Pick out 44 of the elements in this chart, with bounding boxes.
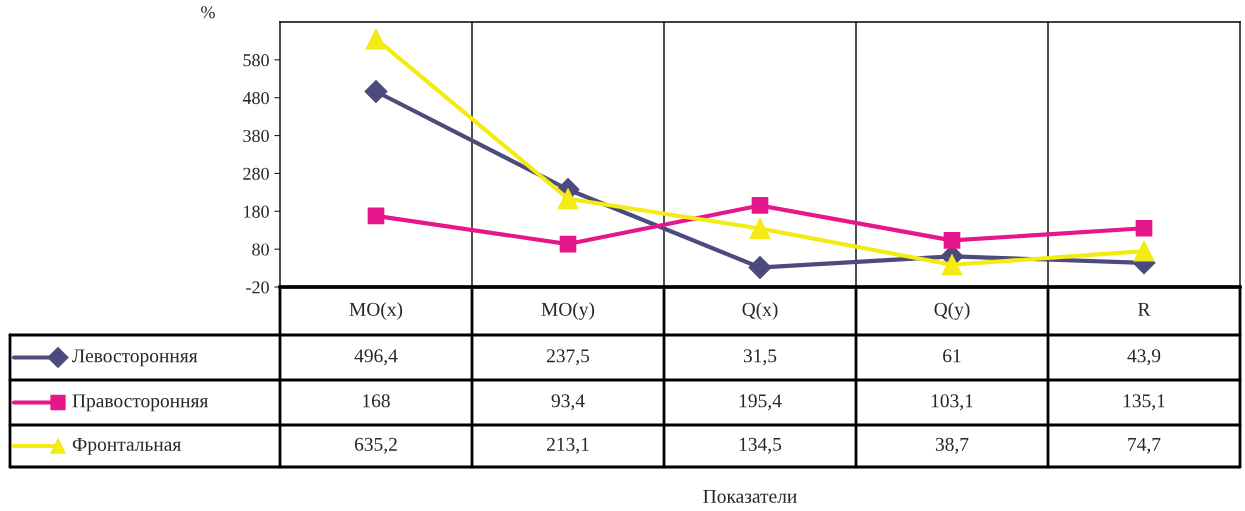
data-label: 134,5 [739,437,782,454]
point [365,28,387,50]
x-tick-label: R [1138,302,1151,316]
point [1135,219,1153,237]
legend-label: Фронтальная [72,437,181,455]
point [1133,240,1155,262]
point [941,254,963,276]
point [559,235,577,253]
data-label: 93,4 [551,394,585,411]
data-label: 74,7 [1128,437,1161,454]
legend-label: Левосторонняя [72,349,198,367]
text: Показатели [703,489,797,503]
data-label: 103,1 [931,394,973,411]
x-tick-label: Q(x) [742,302,778,320]
legend-label: Правосторонняя [72,394,209,412]
point [943,232,961,249]
x-tick-label: MO(y) [541,302,595,320]
y-tick-label: 480 [242,91,269,105]
y-tick-label: 280 [243,167,269,180]
y-tick-label: 580 [243,54,269,67]
data-label: 237,5 [546,349,590,366]
point [557,188,579,210]
x-tick-label: Q(y) [934,302,970,320]
point [364,80,388,104]
data-label: 213,1 [546,437,589,454]
point [749,218,771,239]
point [367,207,385,225]
data-label: 43,9 [1127,349,1161,366]
data-label: 31,5 [743,349,777,366]
y-axis-title: % [201,6,215,19]
x-tick-label: MO(x) [349,302,403,320]
data-label: 38,7 [935,437,969,454]
y-tick-label: 380 [243,129,269,143]
point [751,197,769,214]
data-label: 496,4 [354,349,398,366]
data-label: 195,4 [739,394,782,411]
y-tick-label: -20 [246,281,269,294]
y-tick-label: 180 [244,205,269,218]
data-label: 135,1 [1123,394,1165,411]
y-tick-label: 80 [252,243,269,256]
data-label: 61 [943,349,961,363]
data-label: 635,2 [354,437,397,454]
data-label: 168 [363,394,390,408]
point [748,256,772,280]
